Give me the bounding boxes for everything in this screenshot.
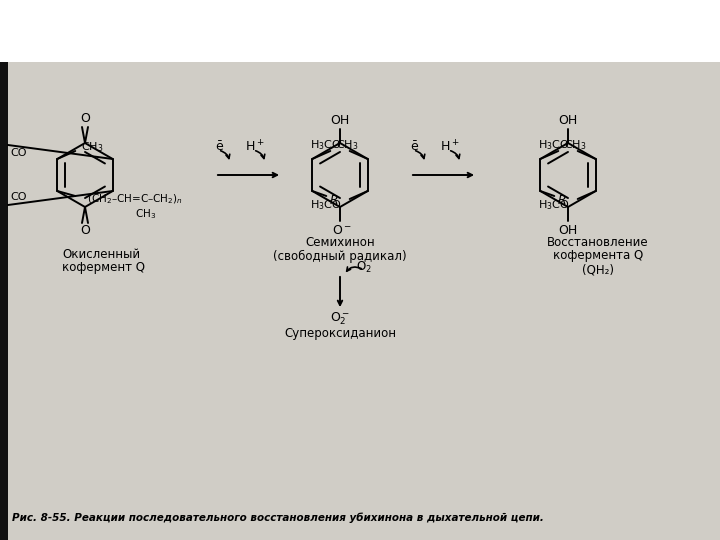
Text: H$^+$: H$^+$ [246, 139, 265, 154]
Text: OH: OH [559, 114, 577, 127]
Text: H$^+$: H$^+$ [440, 139, 460, 154]
Text: H$_3$CO: H$_3$CO [310, 198, 341, 212]
Text: CO: CO [10, 192, 27, 202]
Text: H$_3$CO: H$_3$CO [310, 138, 341, 152]
Text: (свободный радикал): (свободный радикал) [273, 249, 407, 262]
Text: H$_3$CO: H$_3$CO [538, 138, 570, 152]
Text: O$_2$: O$_2$ [356, 259, 372, 274]
Text: CH$_3$: CH$_3$ [336, 138, 359, 152]
Text: CH$_3$: CH$_3$ [81, 140, 104, 154]
Bar [0, 0, 720, 62]
Text: OH: OH [330, 114, 350, 127]
Text: OH: OH [559, 224, 577, 237]
Text: R: R [558, 194, 567, 207]
Text: $\mathregular{\bar{e}}$: $\mathregular{\bar{e}}$ [410, 140, 420, 154]
Text: кофермента Q: кофермента Q [553, 249, 643, 262]
Text: R: R [330, 194, 338, 207]
Text: Семихинон: Семихинон [305, 235, 375, 248]
Text: CH$_3$: CH$_3$ [564, 138, 587, 152]
Text: H$_3$CO: H$_3$CO [538, 198, 570, 212]
Text: Супероксиданион: Супероксиданион [284, 327, 396, 340]
Text: (QH₂): (QH₂) [582, 264, 614, 276]
Text: $\mathregular{\bar{e}}$: $\mathregular{\bar{e}}$ [215, 140, 225, 154]
Text: (CH$_2$–CH=C–CH$_2$)$_n$: (CH$_2$–CH=C–CH$_2$)$_n$ [87, 192, 183, 206]
Bar [0, 62, 720, 540]
Text: Восстановление: Восстановление [547, 235, 649, 248]
Text: O$^-$: O$^-$ [332, 224, 352, 237]
Text: O$_2^-$: O$_2^-$ [330, 310, 350, 327]
Text: кофермент Q: кофермент Q [62, 261, 145, 274]
Text: Рис. 8-55. Реакции последовательного восстановления убихинона в дыхательной цепи: Рис. 8-55. Реакции последовательного вос… [12, 513, 544, 523]
Bar [0, 62, 8, 540]
Text: CO: CO [10, 148, 27, 158]
Text: CH$_3$: CH$_3$ [135, 207, 156, 221]
Text: Окисленный: Окисленный [62, 248, 140, 261]
Text: O: O [80, 225, 90, 238]
Text: O: O [80, 112, 90, 125]
